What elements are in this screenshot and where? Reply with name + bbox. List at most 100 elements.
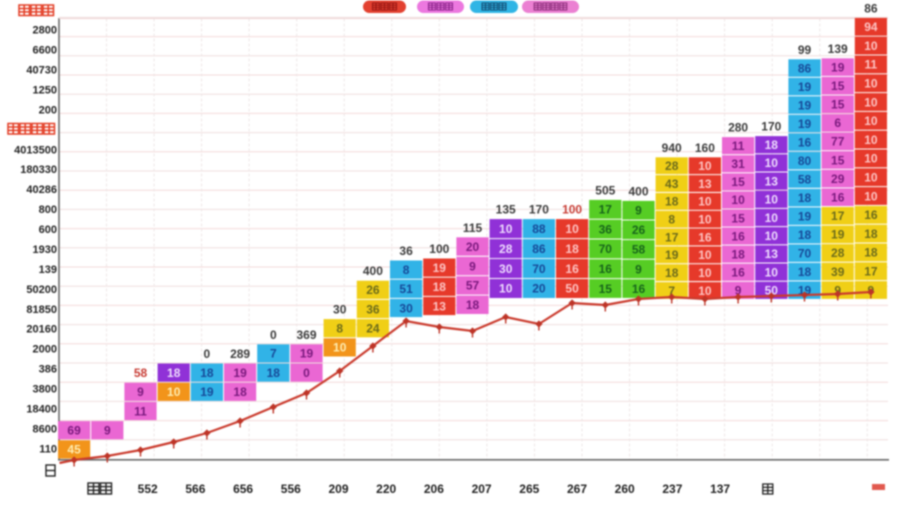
svg-text:10: 10 (765, 211, 779, 225)
svg-text:19: 19 (665, 248, 679, 262)
svg-text:10: 10 (864, 189, 878, 203)
svg-text:11: 11 (732, 139, 745, 153)
svg-text:115: 115 (463, 221, 483, 235)
svg-text:16: 16 (599, 262, 613, 276)
svg-text:18: 18 (798, 228, 812, 242)
svg-text:17: 17 (665, 230, 679, 244)
svg-text:6600: 6600 (33, 45, 57, 57)
svg-text:15: 15 (831, 153, 845, 167)
svg-text:18: 18 (466, 298, 480, 312)
svg-text:10: 10 (765, 229, 779, 243)
svg-text:386: 386 (39, 364, 57, 376)
svg-text:19: 19 (831, 228, 845, 242)
svg-text:9: 9 (735, 284, 742, 298)
svg-text:137: 137 (710, 482, 730, 496)
svg-text:2000: 2000 (33, 344, 57, 356)
svg-text:57: 57 (466, 279, 480, 293)
svg-text:400: 400 (363, 264, 383, 278)
svg-text:19: 19 (233, 366, 247, 380)
svg-text:280: 280 (728, 121, 748, 135)
svg-text:16: 16 (731, 266, 745, 280)
svg-text:18: 18 (731, 248, 745, 262)
svg-text:18: 18 (233, 385, 247, 399)
svg-text:100: 100 (562, 203, 582, 217)
svg-text:94: 94 (864, 20, 878, 34)
svg-text:28: 28 (831, 246, 845, 260)
svg-text:58: 58 (632, 243, 646, 257)
svg-text:30: 30 (399, 301, 413, 315)
svg-text:36: 36 (599, 222, 613, 236)
svg-text:16: 16 (698, 230, 712, 244)
svg-text:70: 70 (798, 246, 812, 260)
svg-text:18: 18 (433, 280, 447, 294)
svg-text:18400: 18400 (26, 403, 57, 415)
svg-text:19: 19 (300, 347, 314, 361)
svg-text:10: 10 (698, 159, 712, 173)
svg-text:0: 0 (303, 366, 310, 380)
svg-text:39: 39 (831, 265, 845, 279)
svg-text:20: 20 (532, 282, 546, 296)
svg-text:19: 19 (798, 117, 812, 131)
svg-text:552: 552 (138, 482, 158, 496)
svg-text:16: 16 (864, 208, 878, 222)
svg-text:10: 10 (698, 248, 712, 262)
svg-text:8: 8 (336, 322, 343, 336)
svg-text:45: 45 (67, 443, 81, 457)
svg-text:2800: 2800 (33, 25, 57, 37)
svg-text:10: 10 (698, 195, 712, 209)
svg-text:400: 400 (628, 184, 648, 198)
svg-text:10: 10 (499, 282, 513, 296)
svg-text:267: 267 (567, 482, 587, 496)
svg-text:19: 19 (200, 385, 214, 399)
svg-text:9: 9 (635, 204, 642, 218)
svg-text:100: 100 (429, 242, 449, 256)
svg-text:139: 139 (828, 42, 848, 56)
svg-text:18: 18 (565, 242, 579, 256)
svg-text:180330: 180330 (20, 164, 57, 176)
svg-text:209: 209 (328, 482, 348, 496)
svg-text:10: 10 (333, 341, 347, 355)
svg-text:19: 19 (798, 80, 812, 94)
svg-text:19: 19 (433, 261, 447, 275)
svg-text:69: 69 (67, 424, 81, 438)
svg-text:9: 9 (104, 424, 111, 438)
svg-text:36: 36 (366, 302, 380, 316)
svg-text:10: 10 (864, 95, 878, 109)
svg-text:10: 10 (864, 152, 878, 166)
svg-text:43: 43 (665, 177, 679, 191)
svg-text:58: 58 (798, 172, 812, 186)
svg-text:28: 28 (499, 242, 513, 256)
svg-text:13: 13 (765, 247, 779, 261)
svg-text:86: 86 (532, 242, 546, 256)
svg-text:10: 10 (731, 193, 745, 207)
svg-text:10: 10 (765, 193, 779, 207)
svg-text:10: 10 (765, 265, 779, 279)
svg-text:139: 139 (39, 264, 57, 276)
svg-text:556: 556 (281, 482, 301, 496)
svg-text:13: 13 (433, 299, 447, 313)
svg-text:16: 16 (831, 191, 845, 205)
svg-text:99: 99 (798, 43, 812, 57)
svg-text:200: 200 (39, 105, 57, 117)
svg-text:10: 10 (499, 222, 513, 236)
svg-text:7: 7 (668, 284, 675, 298)
svg-text:18: 18 (267, 366, 281, 380)
svg-text:940: 940 (662, 141, 682, 155)
svg-text:4013500: 4013500 (14, 144, 57, 156)
svg-text:50: 50 (765, 284, 779, 298)
svg-text:16: 16 (798, 135, 812, 149)
svg-text:9: 9 (137, 385, 144, 399)
svg-text:86: 86 (798, 61, 812, 75)
svg-text:80: 80 (798, 154, 812, 168)
svg-text:207: 207 (472, 482, 492, 496)
svg-text:15: 15 (731, 175, 745, 189)
svg-text:18: 18 (200, 366, 214, 380)
svg-text:18: 18 (798, 265, 812, 279)
svg-text:28: 28 (665, 159, 679, 173)
svg-text:8: 8 (403, 263, 410, 277)
svg-text:237: 237 (662, 482, 682, 496)
svg-text:13: 13 (698, 177, 712, 191)
svg-text:11: 11 (865, 58, 878, 72)
svg-text:10: 10 (864, 114, 878, 128)
svg-text:9: 9 (469, 259, 476, 273)
